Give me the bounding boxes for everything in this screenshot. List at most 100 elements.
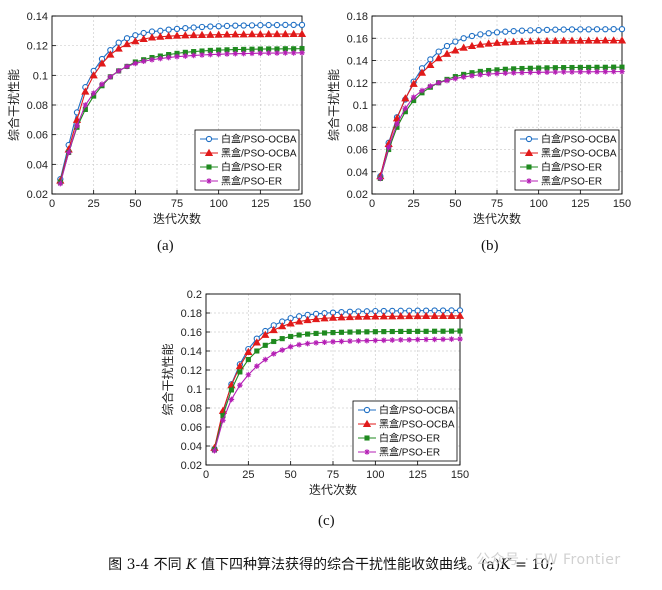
chart-a-series-3-point-1 xyxy=(65,149,72,156)
chart-c-legend-label-0: 白盒/PSO-OCBA xyxy=(379,404,455,417)
chart-panel-b: 0 25 50 75 100 125 150 0.02 0.04 0.06 0.08 0.1 0.12 0… xyxy=(322,0,652,236)
chart-a-legend-entry-2: 白盒/PSO-ER xyxy=(200,161,282,174)
chart-c-series-1-point-25 xyxy=(422,311,431,320)
chart-b-series-2-point-29 xyxy=(619,64,625,70)
chart-a-series-1-point-6 xyxy=(106,50,115,58)
chart-b-series-3-point-20 xyxy=(544,69,550,75)
chart-a-series-0-point-18 xyxy=(207,23,214,30)
chart-a-legend-entry-0: 白盒/PSO-OCBA xyxy=(200,133,297,146)
chart-b-series-1-point-7 xyxy=(434,54,443,62)
chart-a-series-1-point-27 xyxy=(281,29,290,38)
chart-c-series-1-point-5 xyxy=(252,338,261,346)
chart-c-series-3-point-18 xyxy=(364,337,370,344)
chart-a-series-0-point-29 xyxy=(298,21,306,29)
chart-b-legend-2-point-legend xyxy=(526,164,532,170)
chart-c-series-1-point-22 xyxy=(396,312,405,320)
chart-a-series-0-point-26 xyxy=(273,21,281,29)
chart-a-series-3-point-28 xyxy=(290,50,297,56)
chart-c-ytick-label-7: 0.16 xyxy=(181,327,202,339)
chart-panel-c: 0 25 50 75 100 125 150 0.02 0.04 0.06 0.08 0.1 0.12 0… xyxy=(150,282,480,518)
chart-b-ytick-label-5: 0.12 xyxy=(347,78,368,90)
chart-b-series-1-point-3 xyxy=(401,94,410,102)
chart-a-xtick-label-2: 50 xyxy=(129,198,141,210)
chart-b-svg: 0 25 50 75 100 125 150 0.02 0.04 0.06 0.08 0.1 0.12 0… xyxy=(326,11,631,226)
chart-b-series-1-point-26 xyxy=(592,36,602,44)
chart-c-series-3-point-7 xyxy=(270,351,277,357)
chart-c-legend-0-point-legend xyxy=(363,406,371,414)
chart-b-series-0-point-21 xyxy=(552,26,559,33)
panel-c-label: (c) xyxy=(318,513,335,529)
chart-c-legend-2-point-legend xyxy=(364,435,370,441)
chart-a-series-3-point-6 xyxy=(107,74,114,80)
chart-a-series-3-point-29 xyxy=(299,49,305,56)
chart-b-series-3-point-28 xyxy=(610,68,617,75)
chart-b-series-3-point-11 xyxy=(469,72,475,79)
chart-a-xtick-label-1: 25 xyxy=(88,198,100,210)
chart-a-xtick-label-6: 150 xyxy=(293,198,311,210)
caption-part-2: 值下四种算法获得的综合干扰性能收敛曲线。(a) xyxy=(196,557,501,573)
chart-a-ytick-label-1: 0.04 xyxy=(27,159,48,171)
chart-c-series-3-point-13 xyxy=(321,339,328,346)
chart-b-series-0-point-28 xyxy=(610,25,617,33)
chart-c-xtick-label-3: 75 xyxy=(327,469,339,481)
chart-c-series-3-point-26 xyxy=(431,336,438,343)
chart-b-series-0-point-27 xyxy=(602,26,609,33)
chart-a-series-1-point-5 xyxy=(97,59,107,67)
chart-a-series-3-point-11 xyxy=(149,56,155,63)
chart-a-series-0-point-24 xyxy=(257,22,264,29)
chart-b-series-0-point-29 xyxy=(618,25,626,33)
chart-c-legend-1-point-legend xyxy=(362,419,372,427)
chart-c-xtick-label-6: 150 xyxy=(451,469,469,481)
chart-a-series-3-point-26 xyxy=(274,50,280,56)
chart-c-series-1-point-18 xyxy=(362,312,371,320)
chart-a-series-2 xyxy=(57,46,305,185)
chart-c-series-2-point-5 xyxy=(254,348,260,354)
chart-a-legend-2-point-legend xyxy=(206,164,212,170)
chart-b-series-1-point-27 xyxy=(601,36,610,44)
chart-a-series-3-point-20 xyxy=(224,51,230,57)
chart-b-series-3-point-4 xyxy=(410,94,417,101)
chart-c-series-1-point-3 xyxy=(235,361,244,370)
chart-c-series-2-point-23 xyxy=(406,328,412,334)
chart-b-series-1-point-9 xyxy=(451,46,460,54)
chart-b-series-1-point-18 xyxy=(526,37,535,45)
chart-a-ylabel: 综合干扰性能 xyxy=(6,69,21,141)
chart-b-series-1-point-4 xyxy=(409,79,418,87)
chart-c-series-3-point-3 xyxy=(237,382,243,388)
chart-c-series-3-point-9 xyxy=(287,343,294,350)
chart-panel-a: 0 25 50 75 100 125 150 0.02 0.04 0.06 0.08 0.1 0.12 0… xyxy=(0,0,320,236)
chart-c-series-1-point-10 xyxy=(295,317,304,325)
chart-a-series-1-point-15 xyxy=(181,31,190,39)
chart-c-series-2-point-21 xyxy=(389,328,395,335)
chart-b-ytick-label-4: 0.1 xyxy=(353,100,368,112)
chart-a-series-3-point-9 xyxy=(132,60,139,67)
chart-c-series-3-point-14 xyxy=(330,338,336,345)
chart-c-legend-box xyxy=(352,400,458,462)
chart-a-ytick-label-3: 0.08 xyxy=(27,100,48,112)
caption-part-1: 图 3-4 不同 xyxy=(108,557,187,573)
chart-a-series-3-point-19 xyxy=(215,51,222,58)
chart-c-series-2-point-15 xyxy=(338,329,345,335)
chart-b-series-0-point-22 xyxy=(560,26,567,33)
chart-b-series-3-point-16 xyxy=(510,70,517,76)
chart-a-series-3-point-22 xyxy=(240,50,247,57)
chart-b-series-0-point-20 xyxy=(543,26,551,34)
chart-a-series-0-point-16 xyxy=(190,24,197,31)
chart-c-ytick-label-2: 0.06 xyxy=(181,422,202,434)
chart-b-ytick-label-6: 0.14 xyxy=(347,56,368,68)
chart-c-xtick-label-2: 50 xyxy=(285,469,297,481)
chart-a-xtick-label-5: 125 xyxy=(251,198,269,210)
chart-a-legend-0-point-legend xyxy=(205,135,213,143)
chart-c-series-1-point-23 xyxy=(405,311,414,320)
chart-c-series-2-point-12 xyxy=(313,330,319,336)
chart-b-series-0-point-11 xyxy=(468,32,476,40)
chart-c-series-1-point-6 xyxy=(261,330,270,338)
chart-b-xlabel: 迭代次数 xyxy=(473,211,521,226)
chart-b-xtick-label-1: 25 xyxy=(408,198,420,210)
chart-c-series-3-point-21 xyxy=(389,337,396,343)
chart-a-legend-entry-3: 黑盒/PSO-ER xyxy=(200,175,282,188)
chart-a-legend-3-point-legend xyxy=(206,178,212,184)
chart-b-legend-3-point-legend xyxy=(526,178,532,184)
chart-c-series-3-point-15 xyxy=(338,338,345,345)
chart-c-legend-3-point-legend xyxy=(364,449,370,455)
